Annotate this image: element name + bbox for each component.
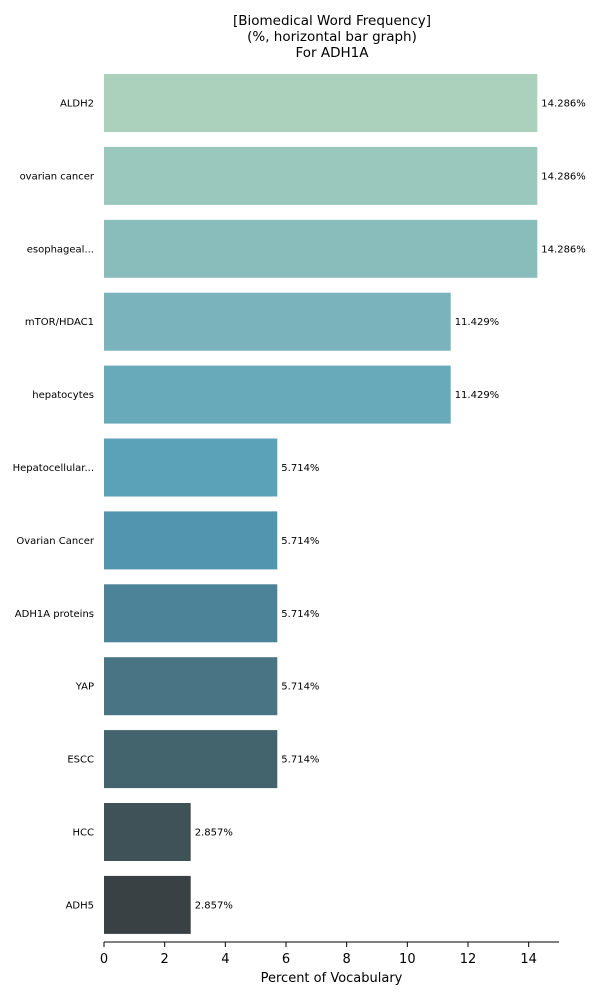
bar-hepatocytes [104,365,451,424]
bar-escc [104,730,278,789]
x-tick-label: 10 [399,952,416,967]
value-label: 5.714% [281,609,319,620]
category-label: hepatocytes [32,390,94,401]
category-label: Hepatocellular... [13,463,94,474]
chart-title-line-2: (%, horizontal bar graph) [247,29,417,45]
x-tick-label: 6 [282,952,290,967]
chart-title-line-1: [Biomedical Word Frequency] [232,13,432,29]
category-label: esophageal... [27,244,94,255]
category-label: ESCC [67,755,94,766]
bar-esophageal [104,219,538,278]
value-label: 11.429% [455,317,500,328]
x-tick-label: 0 [100,952,108,967]
category-label: YAP [75,682,94,693]
category-labels: ALDH2 ovarian cancer esophageal... mTOR/HDA… [13,99,95,912]
value-label: 14.286% [541,171,586,182]
value-labels: 14.286% 14.286% 14.286% 11.429% 11.429% 5.714… [195,99,586,912]
category-label: ovarian cancer [20,171,95,182]
category-label: Ovarian Cancer [16,536,95,547]
x-tick-label: 8 [343,952,351,967]
x-axis-label: Percent of Vocabulary [261,971,403,986]
value-label: 5.714% [281,755,319,766]
category-label: ADH5 [66,900,94,911]
bar-ovarian-cancer [104,146,538,205]
bar-hcc [104,803,191,861]
category-label: ALDH2 [60,99,94,110]
bar-hepatocellular [104,438,278,497]
bar-yap [104,657,278,716]
x-tick-label: 4 [221,952,229,967]
value-label: 5.714% [281,536,319,547]
value-label: 2.857% [195,900,233,911]
category-label: HCC [73,828,95,839]
bar-adh1a-proteins [104,584,278,643]
bars-layer [104,74,538,934]
x-tick-label: 14 [520,952,537,967]
category-label: mTOR/HDAC1 [25,317,94,328]
value-label: 14.286% [541,99,586,110]
value-label: 5.714% [281,463,319,474]
chart-title-line-3: For ADH1A [295,45,369,61]
bar-aldh2 [104,74,538,132]
x-tick-label: 12 [460,952,477,967]
value-label: 5.714% [281,682,319,693]
value-label: 14.286% [541,244,586,255]
x-tick-label: 2 [161,952,169,967]
category-label: ADH1A proteins [15,609,94,620]
bar-mtor-hdac1 [104,292,451,351]
x-axis-ticks: 0 2 4 6 8 10 12 14 [100,942,537,967]
bar-ovarian-cancer [104,511,278,570]
value-label: 2.857% [195,828,233,839]
bar-adh5 [104,875,191,934]
value-label: 11.429% [455,390,500,401]
